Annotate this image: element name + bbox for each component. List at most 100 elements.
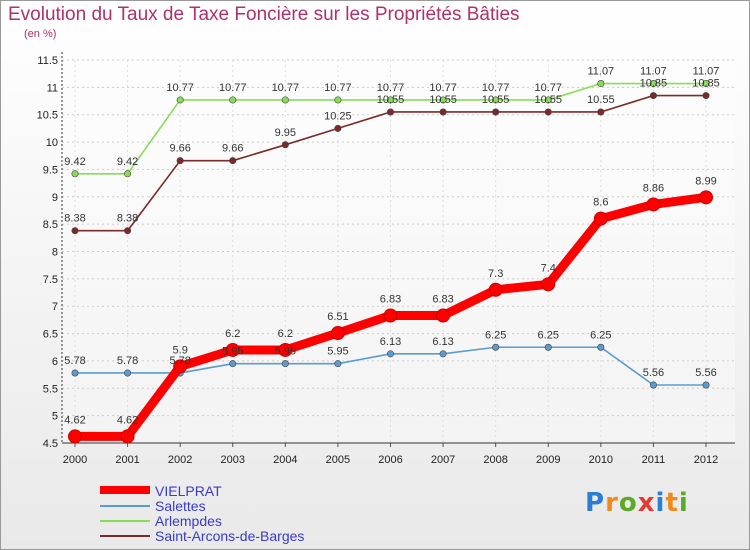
- data-label: 10.77: [429, 82, 457, 94]
- data-point: [278, 342, 293, 357]
- data-label: 8.86: [643, 182, 664, 194]
- chart-title: Evolution du Taux de Taxe Foncière sur l…: [8, 4, 520, 25]
- data-label: 10.77: [324, 82, 352, 94]
- data-point: [646, 197, 661, 212]
- proxiti-logo: Proxiti: [585, 488, 689, 518]
- data-point: [492, 108, 500, 116]
- data-label: 10.85: [692, 78, 720, 90]
- data-label: 5.56: [643, 367, 664, 379]
- data-point: [176, 157, 184, 165]
- data-label: 6.13: [432, 336, 453, 348]
- data-label: 6.2: [278, 328, 293, 340]
- legend-swatch-saint-arcons: [100, 535, 150, 537]
- y-tick-label: 8.5: [43, 219, 58, 231]
- legend-swatch-arlempdes: [100, 520, 150, 522]
- y-tick-label: 5: [52, 411, 58, 423]
- x-tick-label: 2007: [431, 454, 455, 466]
- data-point: [229, 96, 237, 104]
- x-tick-label: 2008: [483, 454, 507, 466]
- x-tick-label: 2011: [642, 454, 666, 466]
- data-point: [439, 350, 447, 358]
- y-tick-label: 5.5: [43, 383, 58, 395]
- data-label: 8.99: [695, 175, 716, 187]
- data-point: [649, 381, 657, 389]
- x-tick-label: 2004: [273, 454, 297, 466]
- data-point: [386, 350, 394, 358]
- data-point: [334, 96, 342, 104]
- data-label: 11.07: [693, 66, 720, 78]
- data-point: [702, 92, 710, 100]
- data-label: 10.55: [429, 94, 457, 106]
- data-point: [436, 308, 451, 323]
- data-label: 10.55: [534, 94, 562, 106]
- data-label: 5.78: [169, 355, 190, 367]
- data-label: 10.77: [377, 82, 405, 94]
- data-point: [229, 360, 237, 368]
- data-point: [229, 157, 237, 165]
- data-point: [71, 369, 79, 377]
- data-label: 9.95: [275, 127, 296, 139]
- data-label: 5.78: [117, 355, 138, 367]
- y-tick-label: 7: [52, 301, 58, 313]
- data-point: [334, 360, 342, 368]
- data-label: 9.42: [64, 156, 85, 168]
- x-tick-label: 2005: [326, 454, 350, 466]
- data-label: 8.38: [64, 213, 85, 225]
- data-label: 5.95: [327, 346, 348, 358]
- data-point: [544, 96, 552, 104]
- y-axis-unit-label: (en %): [24, 28, 57, 40]
- data-point: [124, 170, 132, 178]
- logo-letter: x: [637, 488, 656, 518]
- y-tick-label: 4.5: [43, 438, 58, 450]
- data-label: 6.83: [432, 294, 453, 306]
- y-tick-label: 7.5: [43, 274, 58, 286]
- data-label: 10.77: [482, 82, 510, 94]
- x-tick-label: 2002: [168, 454, 192, 466]
- data-point: [281, 141, 289, 149]
- data-label: 10.77: [272, 82, 300, 94]
- data-point: [176, 96, 184, 104]
- data-point: [597, 108, 605, 116]
- logo-letter: o: [618, 488, 638, 518]
- data-point: [699, 190, 713, 205]
- data-label: 10.55: [377, 94, 405, 106]
- legend-swatch-vielprat: [100, 486, 150, 494]
- data-point: [71, 227, 79, 235]
- data-label: 9.66: [169, 143, 190, 155]
- data-label: 6.2: [225, 328, 240, 340]
- data-point: [281, 96, 289, 104]
- legend-label-salettes: Salettes: [155, 498, 206, 514]
- data-point: [544, 343, 552, 351]
- data-point: [71, 170, 79, 178]
- legend-label-saint-arcons: Saint-Arcons-de-Barges: [155, 528, 305, 544]
- x-tick-label: 2012: [694, 454, 718, 466]
- data-label: 6.25: [590, 329, 611, 341]
- data-point: [544, 108, 552, 116]
- data-label: 10.77: [219, 82, 247, 94]
- data-label: 10.77: [534, 82, 562, 94]
- y-tick-label: 8: [52, 247, 58, 259]
- data-point: [124, 227, 132, 235]
- x-tick-label: 2000: [63, 454, 87, 466]
- data-label: 5.9: [173, 344, 188, 356]
- y-tick-label: 10: [46, 137, 58, 149]
- data-label: 4.62: [117, 414, 138, 426]
- data-point: [649, 92, 657, 100]
- data-label: 6.51: [327, 311, 348, 323]
- data-label: 9.66: [222, 143, 243, 155]
- data-point: [225, 342, 240, 357]
- y-tick-label: 6.5: [43, 329, 58, 341]
- data-point: [386, 96, 394, 104]
- data-point: [541, 277, 556, 292]
- data-label: 6.25: [538, 329, 559, 341]
- logo-letter: P: [585, 488, 606, 518]
- data-point: [173, 359, 188, 374]
- data-label: 9.42: [117, 156, 138, 168]
- data-point: [281, 360, 289, 368]
- data-point: [383, 308, 398, 323]
- data-label: 8.6: [593, 197, 608, 209]
- data-label: 5.95: [275, 346, 296, 358]
- data-point: [492, 96, 500, 104]
